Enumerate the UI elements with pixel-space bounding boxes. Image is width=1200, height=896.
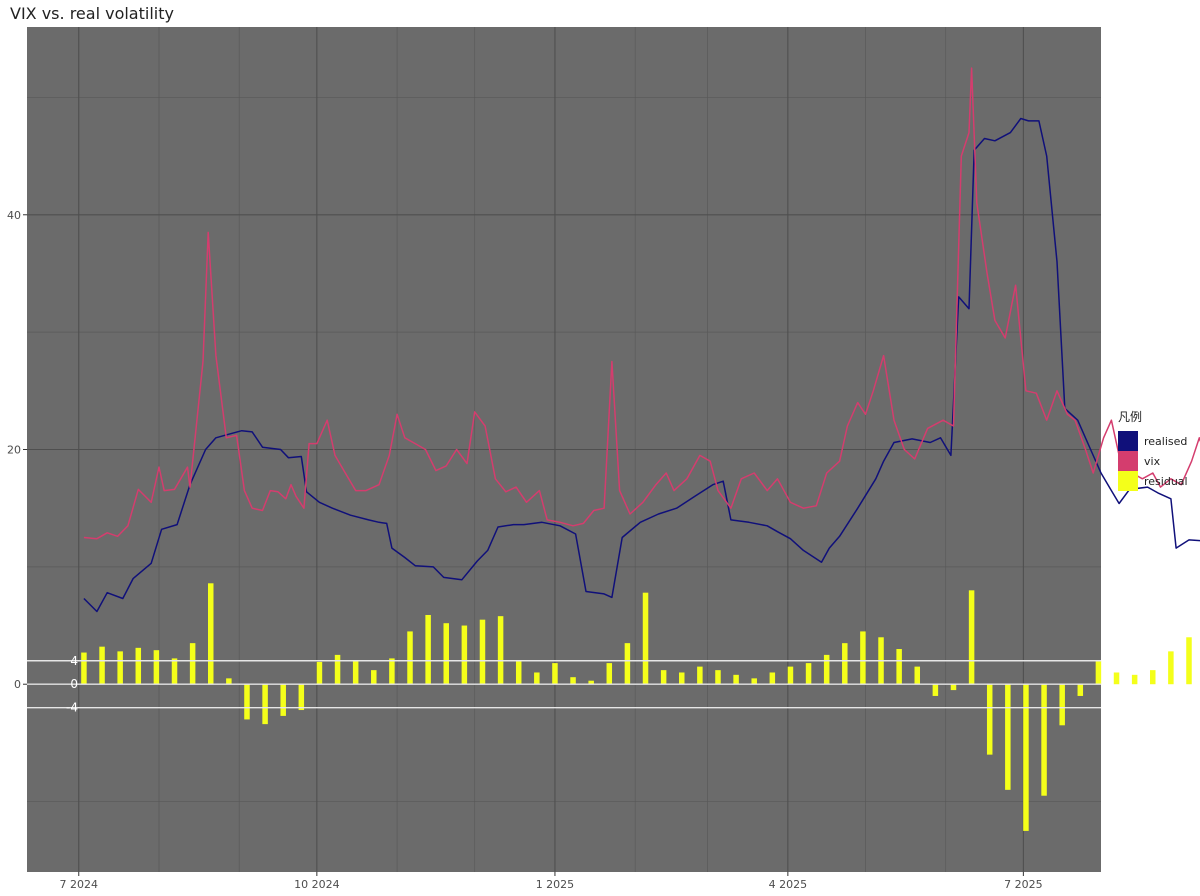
residual-bar-11 bbox=[280, 684, 286, 716]
residual-bar-20 bbox=[443, 623, 449, 685]
residual-bar-18 bbox=[407, 631, 413, 685]
residual-bar-24 bbox=[515, 660, 522, 685]
series-line-vix bbox=[83, 67, 1200, 540]
residual-bar-56 bbox=[1095, 660, 1102, 685]
residual-bar-36 bbox=[733, 674, 739, 685]
legend-title: 凡例 bbox=[1118, 410, 1143, 424]
residual-bar-57 bbox=[1113, 672, 1120, 685]
series-lines bbox=[83, 67, 1200, 613]
reference-line-label-2: -4 bbox=[66, 701, 78, 715]
y-tick-label-0: 0 bbox=[14, 678, 21, 691]
residual-bar-23 bbox=[497, 616, 504, 685]
reference-line-label-1: 0 bbox=[70, 677, 78, 691]
x-tick-label-2: 1 2025 bbox=[536, 878, 575, 891]
x-tick-label-3: 4 2025 bbox=[769, 878, 808, 891]
legend: 凡例 realised vix residual bbox=[1118, 408, 1188, 491]
legend-item-residual: residual bbox=[1118, 471, 1188, 491]
residual-bar-51 bbox=[1005, 684, 1011, 790]
residual-bar-41 bbox=[823, 654, 830, 685]
residual-bar-0 bbox=[81, 652, 87, 685]
residual-bar-59 bbox=[1150, 670, 1156, 685]
residual-bar-55 bbox=[1077, 684, 1084, 696]
reference-line-label-0: 4 bbox=[70, 654, 78, 668]
residual-bar-26 bbox=[552, 663, 558, 685]
residual-bar-60 bbox=[1168, 651, 1174, 685]
residual-bar-28 bbox=[588, 680, 594, 685]
residual-bar-16 bbox=[371, 670, 377, 685]
residual-bar-19 bbox=[425, 614, 431, 685]
residual-bar-54 bbox=[1059, 684, 1065, 726]
reference-lines: 4 0 -4 bbox=[27, 654, 1101, 715]
legend-key-realised bbox=[1118, 431, 1138, 451]
residual-bars bbox=[81, 583, 1192, 831]
residual-bar-10 bbox=[262, 684, 268, 725]
residual-bar-6 bbox=[189, 643, 196, 685]
residual-bar-61 bbox=[1186, 637, 1192, 685]
residual-bar-50 bbox=[986, 684, 993, 755]
residual-bar-46 bbox=[914, 666, 921, 685]
residual-bar-5 bbox=[171, 658, 178, 685]
y-tick-label-1: 20 bbox=[7, 444, 21, 457]
residual-bar-42 bbox=[842, 643, 848, 685]
x-tick-label-1: 10 2024 bbox=[294, 878, 340, 891]
series-line-realised bbox=[83, 117, 1200, 613]
residual-bar-30 bbox=[624, 643, 631, 685]
residual-bar-17 bbox=[389, 658, 395, 685]
residual-bar-32 bbox=[660, 670, 667, 685]
y-tick-label-2: 40 bbox=[7, 209, 21, 222]
residual-bar-12 bbox=[298, 684, 305, 711]
residual-bar-29 bbox=[606, 663, 613, 685]
residual-bar-8 bbox=[226, 678, 232, 685]
x-axis: 7 2024 10 2024 1 2025 4 2025 7 2025 bbox=[60, 872, 1043, 891]
residual-bar-1 bbox=[99, 646, 105, 685]
residual-bar-31 bbox=[642, 592, 649, 685]
chart-title: VIX vs. real volatility bbox=[10, 4, 174, 23]
residual-bar-14 bbox=[334, 654, 341, 685]
residual-bar-40 bbox=[805, 663, 812, 685]
residual-bar-52 bbox=[1023, 684, 1029, 831]
residual-bar-58 bbox=[1131, 674, 1138, 685]
residual-bar-22 bbox=[479, 619, 486, 685]
residual-bar-48 bbox=[950, 684, 957, 691]
residual-bar-37 bbox=[751, 678, 757, 685]
x-tick-label-4: 7 2025 bbox=[1004, 878, 1043, 891]
residual-bar-13 bbox=[316, 661, 323, 685]
residual-bar-53 bbox=[1041, 684, 1047, 796]
legend-label-residual: residual bbox=[1144, 474, 1188, 488]
residual-bar-38 bbox=[769, 672, 776, 685]
residual-bar-49 bbox=[968, 590, 975, 685]
residual-bar-27 bbox=[570, 677, 576, 685]
y-axis: 0 20 40 bbox=[7, 209, 27, 691]
residual-bar-7 bbox=[207, 583, 214, 685]
legend-item-vix: vix bbox=[1118, 451, 1188, 471]
residual-bar-25 bbox=[534, 672, 540, 685]
legend-item-realised: realised bbox=[1118, 431, 1188, 451]
residual-bar-2 bbox=[117, 651, 123, 685]
legend-key-vix bbox=[1118, 451, 1138, 471]
residual-bar-21 bbox=[461, 625, 468, 685]
residual-bar-43 bbox=[860, 631, 866, 685]
legend-label-realised: realised bbox=[1144, 434, 1188, 448]
legend-key-residual bbox=[1118, 471, 1138, 491]
residual-bar-39 bbox=[787, 666, 794, 685]
residual-bar-9 bbox=[244, 684, 250, 720]
residual-bar-15 bbox=[352, 660, 359, 685]
residual-bar-4 bbox=[153, 650, 160, 685]
residual-bar-34 bbox=[697, 666, 703, 685]
residual-bar-45 bbox=[896, 649, 902, 685]
legend-label-vix: vix bbox=[1144, 454, 1161, 468]
residual-bar-47 bbox=[932, 684, 939, 696]
residual-bar-33 bbox=[679, 672, 685, 685]
residual-bar-35 bbox=[715, 670, 721, 685]
x-tick-label-0: 7 2024 bbox=[60, 878, 99, 891]
residual-bar-3 bbox=[135, 647, 142, 685]
